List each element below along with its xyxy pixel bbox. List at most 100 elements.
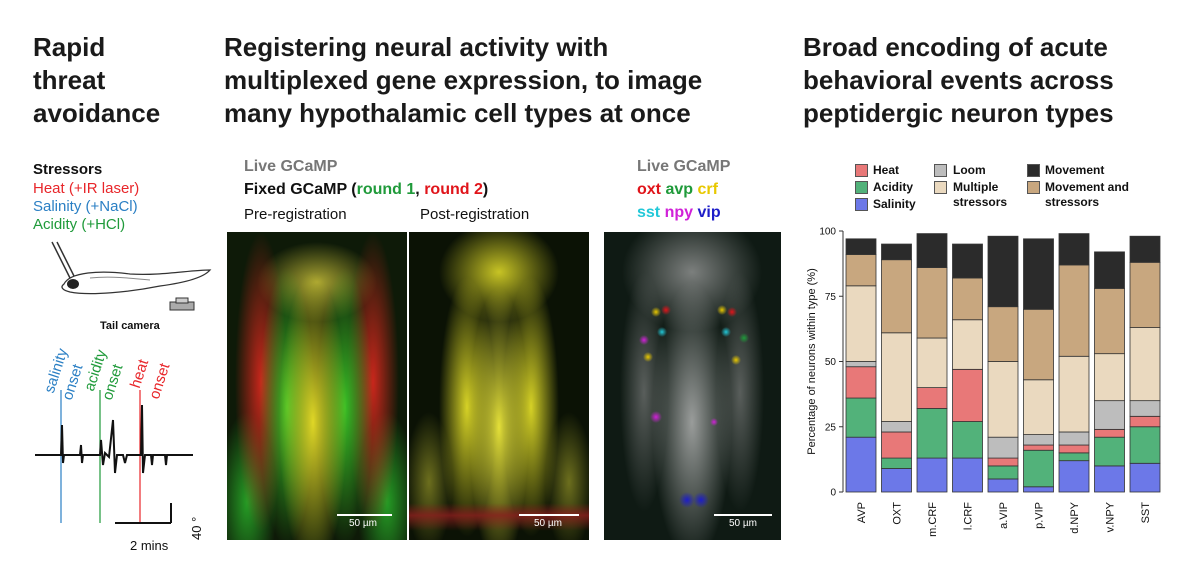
bar-segment [1094, 288, 1125, 355]
bar-segment [845, 366, 877, 399]
bar-segment [1023, 486, 1054, 493]
bar-segment [952, 421, 983, 459]
bar-segment [916, 457, 948, 493]
bar-segment [916, 337, 948, 389]
bar-segment [1058, 460, 1090, 493]
x-tick-label: SST [1140, 502, 1152, 524]
panel4-title-line: behavioral events across [803, 65, 1114, 95]
panel4-title-line: peptidergic neuron types [803, 98, 1114, 128]
bar-segment [952, 319, 983, 370]
y-tick-label: 50 [825, 357, 837, 368]
bar-segment [1023, 308, 1054, 381]
x-tick-label: AVP [856, 502, 868, 523]
scalebar-line [337, 514, 392, 516]
bar-segment [916, 387, 948, 409]
bar-segment [1058, 233, 1090, 266]
bar-segment [845, 285, 877, 362]
x-tick-label: OXT [892, 502, 904, 525]
camera-label: Tail camera [100, 320, 160, 332]
fixed-prefix: Fixed GCaMP ( [244, 181, 357, 198]
x-tick-label: m.CRF [927, 502, 939, 537]
bar-segment [952, 243, 983, 279]
panel1-title-line: avoidance [33, 98, 161, 128]
legend-label-movement: Movement [1045, 163, 1105, 177]
bar-segment [845, 254, 877, 287]
legend-swatch-movement [1027, 164, 1040, 177]
panel2-title: Registering neural activity with multipl… [224, 31, 702, 130]
y-axis-label: Percentage of neurons within type (%) [806, 268, 818, 455]
y-tick-label: 75 [825, 292, 837, 303]
panel3-genes-row1: oxt avp crf [637, 181, 718, 199]
stressor-salinity: Salinity (+NaCl) [33, 198, 138, 215]
legend-swatch-multiple [934, 181, 947, 194]
bar-segment [1023, 449, 1054, 488]
bar-segment [881, 332, 912, 422]
bar-segment [881, 243, 912, 261]
panel1-title: Rapid threat avoidance [33, 31, 160, 130]
bar-segment [881, 457, 912, 469]
bar-segment [952, 457, 983, 493]
panel1-title-line: threat [33, 65, 106, 95]
bar-segment [1094, 436, 1125, 467]
bar-segment [881, 431, 912, 459]
bar-segment [881, 468, 912, 493]
bar-segment [1023, 444, 1054, 451]
gene-sst: sst [637, 204, 661, 221]
bar-segment [916, 267, 948, 339]
gene-vip: vip [697, 204, 721, 221]
panel1-title-line: Rapid [33, 32, 106, 62]
y-tick-label: 100 [819, 227, 836, 238]
y-tick-label: 0 [830, 488, 836, 499]
gene-oxt: oxt [637, 181, 661, 198]
legend-label-heat: Heat [873, 163, 900, 177]
legend-label-acidity: Acidity [873, 180, 914, 194]
x-tick-label: l.CRF [963, 502, 975, 530]
x-tick-label: v.NPY [1105, 501, 1117, 532]
round2-label: round 2 [424, 181, 483, 198]
post-registration-label: Post-registration [420, 206, 530, 223]
panel4-title: Broad encoding of acute behavioral event… [803, 31, 1114, 130]
bar-segment [845, 397, 877, 438]
panel4-title-line: Broad encoding of acute [803, 32, 1108, 62]
bar-segment [987, 306, 1019, 362]
scalebar-label: 50 µm [729, 518, 757, 529]
legend-label-loom: Loom [953, 163, 986, 177]
x-tick-label: p.VIP [1034, 502, 1046, 529]
bar-segment [1129, 415, 1161, 428]
fish-schematic [51, 241, 212, 311]
bar-segment [1058, 264, 1090, 357]
bar-segment [1058, 452, 1090, 462]
bar-segment [1094, 353, 1125, 402]
bar-segment [987, 465, 1019, 480]
bar-segment [916, 408, 948, 459]
bar-segment [1129, 261, 1161, 328]
bar-segment [952, 277, 983, 321]
bar-segment [845, 436, 877, 493]
panel2-title-line: Registering neural activity with [224, 32, 609, 62]
scalebar-label: 50 µm [534, 518, 562, 529]
bar-segment [1129, 462, 1161, 493]
x-tick-label: a.VIP [998, 502, 1010, 529]
bar-segment [1058, 444, 1090, 454]
angle-scale-label: 40 ° [189, 516, 204, 540]
bar-segment [1129, 400, 1161, 417]
stressor-acidity: Acidity (+HCl) [33, 216, 126, 233]
gene-avp: avp [665, 181, 694, 198]
scalebar-line [714, 514, 772, 516]
multiplexed-expression-image: 50 µm [604, 232, 781, 540]
bar-segment [881, 259, 912, 334]
bar-segment [987, 361, 1019, 438]
panel3-genes-row2: sst npy vip [637, 204, 721, 222]
legend-swatch-movement-stressors [1027, 181, 1040, 194]
x-tick-label: d.NPY [1069, 501, 1081, 533]
bar-segment [1129, 426, 1161, 464]
bar-segment [1129, 235, 1161, 263]
legend-label-salinity: Salinity [873, 197, 916, 211]
y-tick-label: 25 [825, 422, 837, 433]
bar-segment [1094, 465, 1125, 493]
stacked-bar-chart: 0 25 50 75 100 Percentage of neurons within t… [806, 227, 1161, 537]
panel2-fixed-label: Fixed GCaMP (round 1, round 2) [244, 181, 488, 199]
bar-segment [1058, 431, 1090, 446]
pre-registration-image: 50 µm [227, 232, 407, 540]
pre-registration-label: Pre-registration [244, 206, 347, 223]
